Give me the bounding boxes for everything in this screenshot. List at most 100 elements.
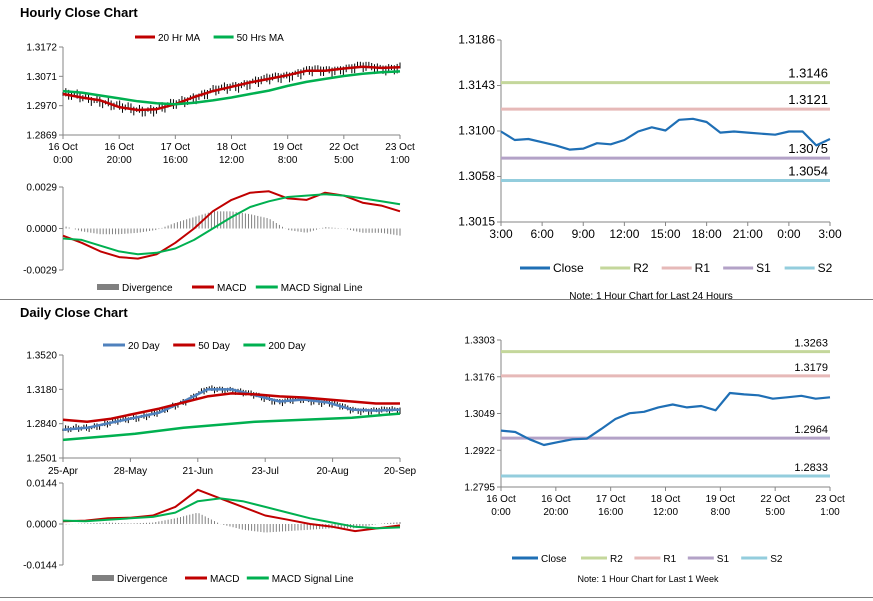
hourly-macd-series-macd-signal-line (62, 193, 401, 256)
hourly-pivots-x-tick-label: 3:00 (818, 227, 842, 241)
daily-pivots-y-tick-label: 1.3176 (464, 372, 495, 383)
daily-macd-legend-label-divergence: Divergence (117, 574, 168, 585)
daily-price-series-200-day (62, 412, 401, 442)
hourly-price-legend-label-50-hrs-ma: 50 Hrs MA (237, 33, 285, 44)
hourly-pivots-legend-label-r2: R2 (633, 261, 649, 275)
daily-pivots-y-tick-label: 1.3303 (464, 336, 495, 347)
hourly-pivots-level-label-r1: 1.3121 (788, 92, 828, 107)
daily-pivots-x-tick-label-time: 12:00 (653, 507, 678, 518)
hourly-price-x-tick-label: 19 Oct (273, 142, 303, 153)
daily-pivots-x-tick-label: 23 Oct (815, 494, 845, 505)
hourly-price-x-tick-label-time: 20:00 (107, 155, 132, 166)
daily-pivots-level-label-s2: 1.2833 (794, 462, 828, 474)
daily-pivots-x-tick-label-time: 5:00 (765, 507, 785, 518)
hourly-macd-series-macd (62, 190, 401, 260)
hourly-price-x-tick-label-time: 0:00 (53, 155, 73, 166)
daily-macd-y-tick-label: 0.0000 (26, 520, 57, 531)
hourly-pivots-legend-label-r1: R1 (695, 261, 711, 275)
daily-pivots-level-label-r1: 1.3179 (794, 362, 828, 374)
hourly-macd-legend-label-macd-signal-line: MACD Signal Line (281, 283, 363, 294)
hourly-price-y-tick-label: 1.3071 (26, 72, 57, 83)
daily-macd-legend-swatch-divergence (92, 575, 114, 581)
daily-pivots-legend-label-s1: S1 (717, 554, 730, 565)
daily-price-legend-label-200-day: 200 Day (268, 341, 305, 352)
hourly-pivots-legend-label-s1: S1 (756, 261, 771, 275)
daily-pivots-x-tick-label: 22 Oct (760, 494, 790, 505)
hourly-pivots-y-tick-label: 1.3100 (458, 124, 495, 138)
hourly-price-y-tick-label: 1.2970 (26, 101, 57, 112)
daily-price-series-50-day (62, 392, 400, 423)
hourly-pivots-x-tick-label: 0:00 (777, 227, 801, 241)
hourly-pivots-level-label-s2: 1.3054 (788, 163, 828, 178)
hourly-price-x-tick-label-time: 16:00 (163, 155, 188, 166)
hourly-pivots-legend-label-s2: S2 (818, 261, 833, 275)
daily-pivots-y-tick-label: 1.2795 (464, 483, 495, 494)
daily-price-y-tick-label: 1.3520 (26, 351, 57, 362)
daily-pivots-level-label-s1: 1.2964 (794, 424, 828, 436)
daily-macd-y-tick-label: 0.0144 (26, 479, 57, 490)
daily-pivots-x-tick-label: 16 Oct (486, 494, 516, 505)
daily-price-x-tick-label: 25-Apr (48, 466, 79, 477)
hourly-price-x-tick-label-time: 1:00 (390, 155, 410, 166)
hourly-price-series-20-hr-ma (62, 65, 401, 112)
hourly-pivots-y-tick-label: 1.3015 (458, 215, 495, 229)
hourly-price-y-tick-label: 1.3172 (26, 43, 57, 54)
hourly-pivots-x-tick-label: 18:00 (692, 227, 722, 241)
hourly-macd-y-tick-label: 0.0029 (26, 183, 57, 194)
daily-price-legend-label-50-day: 50 Day (198, 341, 230, 352)
daily-price-x-tick-label: 20-Aug (316, 466, 348, 477)
daily-pivots-level-label-r2: 1.3263 (794, 338, 828, 350)
daily-macd-legend-label-macd: MACD (210, 574, 239, 585)
daily-section-title: Daily Close Chart (20, 305, 128, 320)
hourly-pivots-note: Note: 1 Hour Chart for Last 24 Hours (569, 291, 732, 302)
hourly-price-legend-label-20-hr-ma: 20 Hr MA (158, 33, 201, 44)
hourly-price-x-tick-label: 17 Oct (161, 142, 191, 153)
hourly-pivots-x-tick-label: 21:00 (733, 227, 763, 241)
hourly-macd-legend-swatch-divergence (97, 284, 119, 290)
hourly-pivots-x-tick-label: 9:00 (572, 227, 596, 241)
hourly-pivots-series-close (500, 117, 831, 151)
hourly-macd-y-tick-label: 0.0000 (26, 224, 57, 235)
daily-pivots-legend-label-close: Close (541, 554, 567, 565)
daily-pivots-y-tick-label: 1.3049 (464, 409, 495, 420)
hourly-pivots-x-tick-label: 3:00 (489, 227, 513, 241)
daily-macd-series-macd-signal-line (62, 497, 401, 530)
section-divider (0, 299, 873, 300)
hourly-pivots-x-tick-label: 6:00 (530, 227, 554, 241)
daily-macd-legend-label-macd-signal-line: MACD Signal Line (272, 574, 354, 585)
hourly-pivots-legend-label-close: Close (553, 261, 584, 275)
hourly-pivots-y-tick-label: 1.3058 (458, 169, 495, 183)
hourly-pivots-x-tick-label: 15:00 (650, 227, 680, 241)
hourly-price-x-tick-label-time: 5:00 (334, 155, 354, 166)
daily-pivots-x-tick-label-time: 16:00 (598, 507, 623, 518)
daily-price-x-tick-label: 28-May (114, 466, 147, 477)
hourly-price-y-tick-label: 1.2869 (26, 131, 57, 142)
daily-pivots-x-tick-label-time: 8:00 (711, 507, 731, 518)
daily-price-y-tick-label: 1.2501 (26, 454, 57, 465)
daily-price-y-tick-label: 1.2840 (26, 419, 57, 430)
daily-price-x-tick-label: 21-Jun (183, 466, 214, 477)
daily-pivots-x-tick-label-time: 0:00 (491, 507, 511, 518)
hourly-price-x-tick-label: 22 Oct (329, 142, 359, 153)
daily-pivots-x-tick-label-time: 20:00 (543, 507, 568, 518)
daily-price-y-tick-label: 1.3180 (26, 385, 57, 396)
hourly-macd-y-tick-label: -0.0029 (23, 266, 57, 277)
daily-pivots-note: Note: 1 Hour Chart for Last 1 Week (578, 574, 719, 584)
hourly-price-x-tick-label: 16 Oct (104, 142, 134, 153)
hourly-pivots-y-tick-label: 1.3143 (458, 78, 495, 92)
hourly-pivots-y-tick-label: 1.3186 (458, 33, 495, 47)
hourly-macd-legend-label-macd: MACD (217, 283, 246, 294)
daily-pivots-x-tick-label: 18 Oct (651, 494, 681, 505)
hourly-price-x-tick-label-time: 8:00 (278, 155, 298, 166)
daily-macd-y-tick-label: -0.0144 (23, 561, 57, 572)
daily-pivots-series-close (500, 391, 831, 447)
daily-pivots-legend-label-r1: R1 (663, 554, 676, 565)
daily-price-x-tick-label: 23-Jul (252, 466, 279, 477)
hourly-price-series-50-hrs-ma (62, 70, 401, 106)
daily-price-series-20-day (62, 388, 401, 432)
hourly-pivots-x-tick-label: 12:00 (609, 227, 639, 241)
hourly-pivots-level-label-r2: 1.3146 (788, 66, 828, 81)
bottom-divider (0, 597, 873, 598)
daily-price-legend-label-20-day: 20 Day (128, 341, 160, 352)
